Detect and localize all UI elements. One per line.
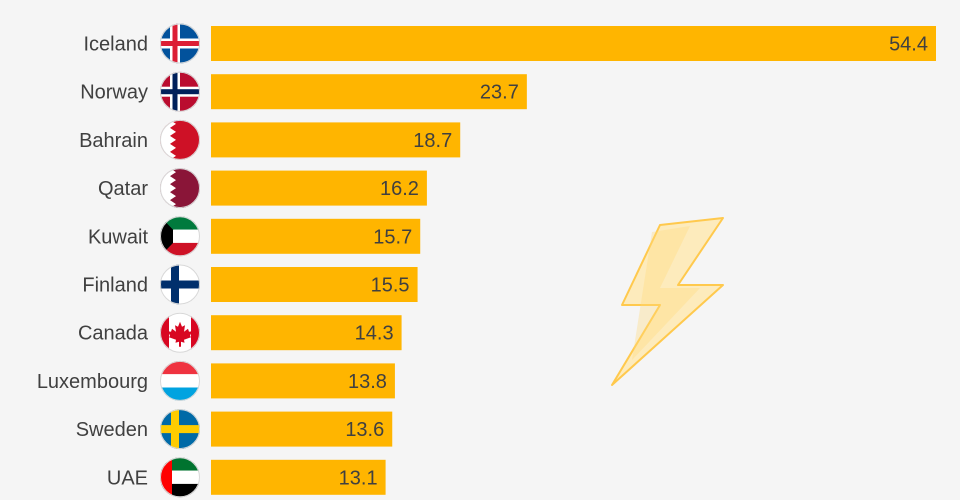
bar-row-iceland: Iceland 54.4 (84, 23, 936, 64)
qatar-flag-icon (160, 168, 200, 209)
bar (211, 267, 418, 302)
bar (211, 122, 461, 158)
value-label: 13.1 (339, 467, 378, 489)
country-label: Bahrain (79, 130, 148, 152)
bar (211, 411, 393, 447)
bar-row-sweden: Sweden 13.6 (76, 409, 393, 450)
country-label: Luxembourg (37, 371, 148, 393)
value-label: 18.7 (413, 130, 452, 152)
kuwait-flag-icon (160, 216, 200, 257)
country-label: Canada (78, 323, 149, 345)
value-label: 15.5 (371, 275, 410, 297)
luxembourg-flag-icon (160, 360, 200, 401)
bar-row-bahrain: Bahrain 18.7 (79, 119, 461, 160)
canada-flag-icon (160, 312, 200, 353)
bahrain-flag-icon (160, 119, 200, 160)
sweden-flag-icon (160, 409, 200, 450)
bar-row-luxembourg: Luxembourg 13.8 (37, 360, 395, 401)
bar (211, 315, 402, 351)
finland-flag-icon (160, 264, 200, 305)
value-label: 13.6 (345, 419, 384, 441)
bar (211, 26, 936, 61)
value-label: 14.3 (355, 323, 394, 345)
country-label: Finland (82, 275, 148, 297)
value-label: 16.2 (380, 178, 419, 200)
country-label: Sweden (76, 419, 148, 441)
bar (211, 363, 395, 399)
norway-flag-icon (160, 71, 200, 112)
iceland-flag-icon (160, 23, 200, 64)
bar (211, 74, 527, 110)
uae-flag-icon (160, 457, 200, 498)
bar-row-kuwait: Kuwait 15.7 (88, 216, 421, 257)
bar-row-finland: Finland 15.5 (82, 264, 418, 305)
country-label: UAE (107, 467, 148, 489)
value-label: 54.4 (889, 34, 928, 56)
chart-rows: Iceland 54.4 Norway 23.7 Bahrain 18.7 Qatar 16.… (37, 23, 936, 498)
bar (211, 218, 421, 254)
value-label: 15.7 (373, 226, 412, 248)
lightning-bolt-icon (611, 217, 724, 386)
country-label: Iceland (84, 34, 149, 56)
bar-row-qatar: Qatar 16.2 (98, 168, 427, 209)
value-label: 23.7 (480, 82, 519, 104)
value-label: 13.8 (348, 371, 387, 393)
country-label: Norway (80, 82, 148, 104)
bar (211, 459, 386, 495)
country-label: Qatar (98, 178, 148, 200)
bar-row-canada: Canada 14.3 (78, 312, 402, 353)
country-label: Kuwait (88, 226, 148, 248)
bar (211, 170, 427, 206)
bar-row-norway: Norway 23.7 (80, 71, 527, 112)
bar-row-uae: UAE 13.1 (107, 457, 386, 498)
